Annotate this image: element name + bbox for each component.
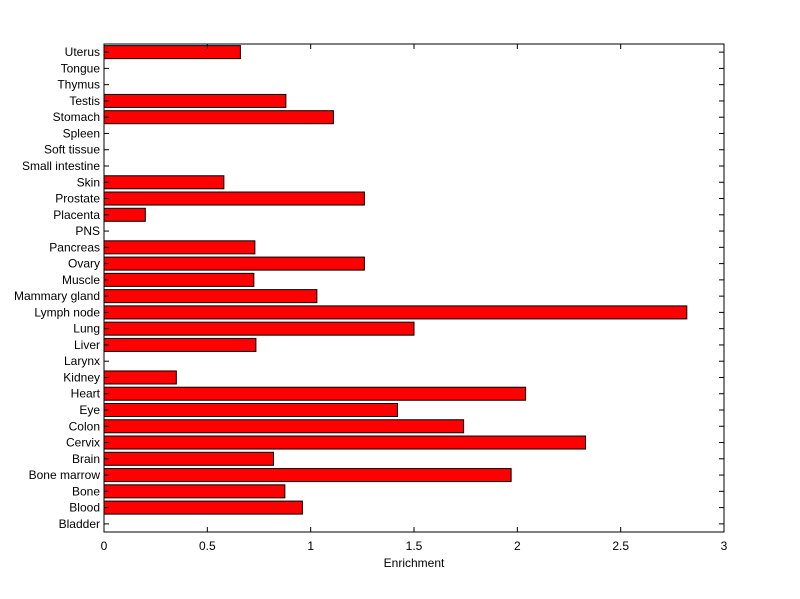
y-tick-label: Lung	[73, 322, 100, 336]
y-tick-label: Soft tissue	[44, 143, 100, 157]
y-tick-label: Bone marrow	[29, 468, 101, 482]
bar-cervix	[103, 435, 587, 450]
x-tick-label: 2	[514, 539, 521, 553]
y-tick-label: Eye	[79, 403, 100, 417]
bar-heart	[103, 386, 527, 401]
y-tick-label: Kidney	[63, 370, 100, 384]
bar-muscle	[103, 272, 255, 287]
bar-lymph-node	[103, 305, 688, 320]
y-tick-label: Small intestine	[22, 159, 100, 173]
y-tick-label: Heart	[71, 387, 101, 401]
bar-placenta	[103, 207, 146, 222]
x-axis-label: Enrichment	[384, 556, 445, 570]
x-tick-label: 3	[721, 539, 728, 553]
bar-pancreas	[103, 240, 256, 255]
x-tick-label: 1	[307, 539, 314, 553]
bar-bone	[103, 484, 286, 499]
x-tick-label: 1.5	[406, 539, 423, 553]
bar-liver	[103, 337, 257, 352]
bar-uterus	[103, 45, 241, 60]
bars-group	[103, 45, 688, 515]
bar-prostate	[103, 191, 365, 206]
y-tick-label: Colon	[69, 419, 100, 433]
y-tick-label: Blood	[69, 501, 100, 515]
y-tick-label: PNS	[75, 224, 100, 238]
y-tick-label: Spleen	[63, 126, 100, 140]
y-tick-label: Mammary gland	[14, 289, 100, 303]
y-tick-label: Uterus	[65, 45, 100, 59]
bar-kidney	[103, 370, 177, 385]
x-tick-labels: 0 0.5 1 1.5 2 2.5 3	[101, 539, 728, 553]
bar-lung	[103, 321, 415, 336]
plot-frame	[103, 43, 725, 533]
y-tick-label: Larynx	[64, 354, 100, 368]
bar-bone-marrow	[103, 468, 512, 483]
bar-ovary	[103, 256, 365, 271]
bar-stomach	[103, 110, 334, 125]
x-tick-label: 2.5	[612, 539, 629, 553]
bar-skin	[103, 175, 225, 190]
y-tick-label: Stomach	[53, 110, 100, 124]
y-tick-label: Muscle	[62, 273, 100, 287]
y-tick-label: Pancreas	[49, 240, 100, 254]
bar-mammary-gland	[103, 289, 318, 304]
y-tick-label: Tongue	[61, 61, 101, 75]
y-tick-label: Prostate	[55, 192, 100, 206]
bar-blood	[103, 500, 303, 515]
y-tick-label: Lymph node	[34, 305, 100, 319]
bar-eye	[103, 402, 398, 418]
y-tick-label: Bladder	[59, 517, 100, 531]
y-tick-label: Thymus	[57, 78, 100, 92]
bar-colon	[103, 419, 465, 434]
y-tick-labels: Uterus Tongue Thymus Testis Stomach Spleen Sof…	[14, 45, 101, 531]
y-tick-label: Testis	[69, 94, 100, 108]
y-tick-label: Ovary	[68, 257, 100, 271]
bar-brain	[103, 451, 274, 466]
x-tick-label: 0.5	[199, 539, 216, 553]
y-tick-label: Cervix	[66, 436, 100, 450]
y-tick-label: Placenta	[53, 208, 100, 222]
y-tick-label: Brain	[72, 452, 100, 466]
y-tick-label: Skin	[77, 175, 100, 189]
y-tick-label: Liver	[74, 338, 100, 352]
y-tick-label: Bone	[72, 484, 100, 498]
x-tick-label: 0	[101, 539, 108, 553]
bar-testis	[103, 93, 287, 108]
